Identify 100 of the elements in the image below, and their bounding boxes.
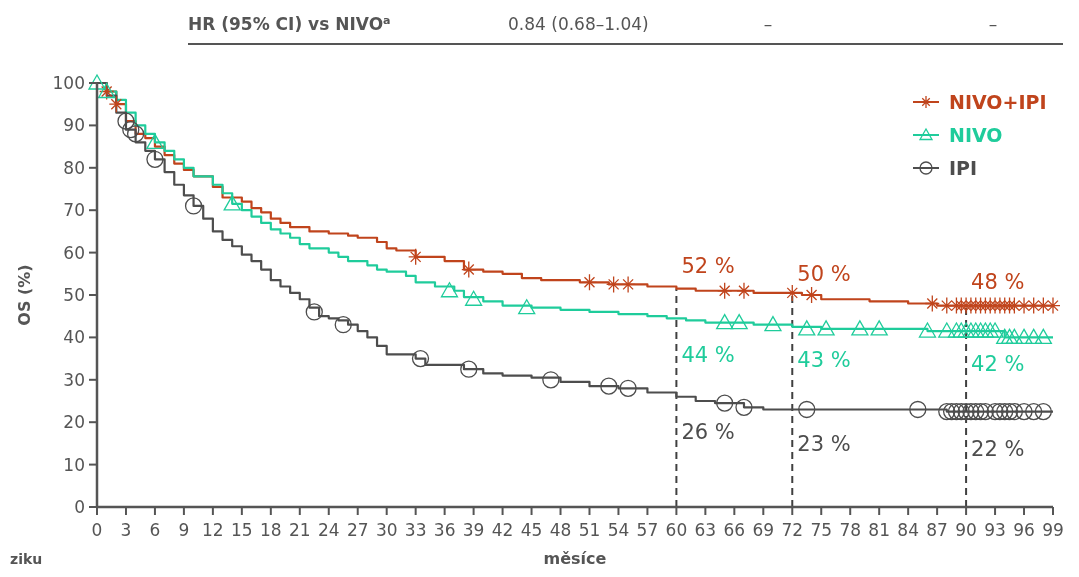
point: [716, 394, 734, 412]
y-tick-label: 40: [63, 327, 85, 348]
point: [518, 299, 536, 315]
point: [600, 377, 618, 395]
point: [938, 402, 956, 421]
point: [605, 275, 622, 294]
legend-label: NIVO+IPI: [949, 91, 1047, 113]
y-tick-label: 30: [63, 369, 85, 390]
point: [909, 400, 927, 419]
point: [764, 316, 782, 332]
point: [798, 320, 816, 336]
point: [798, 400, 816, 419]
point: [967, 402, 985, 421]
annotation: 23 %: [797, 432, 851, 457]
point: [146, 150, 164, 168]
point: [957, 402, 975, 421]
point: [1015, 402, 1033, 421]
point: [967, 322, 985, 338]
annotation: 43 %: [797, 347, 851, 372]
point: [736, 282, 752, 300]
y-tick-label: 90: [63, 115, 85, 136]
x-tick-label: 48: [549, 520, 572, 540]
x-tick-label: 84: [897, 520, 919, 540]
x-tick-label: 0: [91, 520, 103, 540]
point: [971, 402, 990, 421]
x-tick-label: 45: [520, 520, 543, 540]
point: [986, 402, 1004, 421]
point: [991, 402, 1009, 421]
point: [464, 290, 483, 306]
point: [411, 349, 430, 368]
point: [88, 74, 106, 90]
x-tick-label: 51: [578, 520, 601, 540]
point: [918, 322, 937, 338]
point: [1026, 296, 1042, 315]
x-tick-label: 39: [462, 520, 485, 540]
point: [1034, 402, 1052, 421]
point: [460, 360, 478, 378]
point: [461, 260, 477, 279]
point: [962, 322, 980, 338]
point: [851, 320, 869, 336]
point: [1005, 402, 1024, 421]
y-tick-label: 60: [63, 242, 85, 263]
x-axis-title: měsíce: [543, 549, 607, 568]
point: [784, 284, 800, 302]
point: [971, 322, 990, 338]
point: [1000, 402, 1019, 421]
point: [976, 322, 995, 338]
point: [117, 112, 135, 130]
x-tick-label: 54: [607, 520, 630, 540]
text: ziku: [10, 551, 43, 567]
point: [716, 313, 734, 330]
x-tick-label: 57: [636, 520, 659, 540]
y-tick-label: 70: [63, 200, 85, 221]
x-tick-label: 6: [149, 520, 161, 540]
legend-label: NIVO: [949, 124, 1003, 146]
annotation: 42 %: [971, 351, 1025, 376]
point: [981, 322, 999, 338]
legend-label: IPI: [949, 157, 978, 179]
point: [938, 322, 956, 338]
x-tick-label: 72: [781, 520, 804, 540]
x-tick-label: 93: [984, 520, 1006, 540]
x-tick-label: 21: [288, 520, 311, 540]
text: 0.84 (0.68–1.04): [508, 14, 649, 34]
x-tick-label: 15: [231, 520, 253, 540]
x-tick-label: 87: [926, 520, 948, 540]
y-tick-label: 80: [63, 157, 85, 178]
point: [146, 133, 164, 150]
point: [334, 316, 352, 334]
point: [1035, 296, 1051, 315]
text: HR (95% CI) vs NIVO$^{a}$: [188, 13, 391, 34]
x-tick-label: 69: [752, 520, 775, 540]
point: [996, 402, 1014, 421]
point: [957, 322, 975, 338]
point: [817, 320, 835, 336]
x-tick-label: 60: [665, 520, 688, 540]
annotation: 26 %: [681, 419, 735, 444]
point: [1034, 328, 1052, 345]
point: [730, 313, 748, 330]
x-tick-label: 9: [178, 520, 190, 540]
point: [1045, 296, 1061, 315]
point: [986, 322, 1004, 338]
point: [1005, 328, 1024, 345]
point: [305, 303, 323, 321]
point: [939, 296, 955, 315]
point: [126, 125, 145, 143]
x-tick-label: 63: [694, 520, 717, 540]
y-tick-label: 10: [63, 454, 85, 475]
x-tick-label: 81: [868, 520, 890, 540]
point: [184, 197, 203, 215]
x-tick-label: 78: [839, 520, 862, 540]
x-tick-label: 30: [375, 520, 398, 540]
annotation: 44 %: [681, 343, 735, 368]
point: [1025, 402, 1043, 421]
point: [976, 402, 995, 421]
x-tick-label: 27: [346, 520, 369, 540]
annotation: 50 %: [797, 262, 851, 286]
x-tick-label: 24: [317, 520, 340, 540]
point: [962, 402, 980, 421]
point: [947, 322, 966, 338]
point: [942, 402, 961, 421]
